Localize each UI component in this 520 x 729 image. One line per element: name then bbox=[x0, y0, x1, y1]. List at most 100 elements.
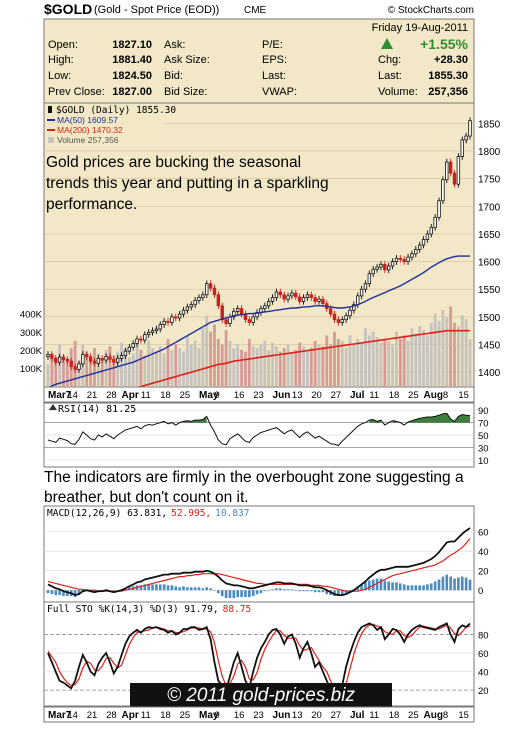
volume-bar bbox=[139, 349, 143, 386]
volume-bar bbox=[445, 317, 449, 386]
volume-bar bbox=[367, 335, 371, 386]
last-value: 1855.30 bbox=[428, 70, 468, 82]
volume-bar bbox=[104, 349, 108, 386]
macd-tick-label: 0 bbox=[478, 586, 483, 597]
legend-price: $GOLD (Daily) 1855.30 bbox=[56, 105, 176, 116]
volume-bar bbox=[352, 344, 356, 386]
volume-bar bbox=[426, 335, 429, 386]
macd-hist-bar bbox=[387, 581, 390, 591]
volume-bar bbox=[402, 335, 406, 386]
candle-body bbox=[460, 139, 464, 157]
volume-bar bbox=[429, 322, 433, 386]
main-annotation-box: Gold prices are bucking the seasonal tre… bbox=[46, 154, 329, 213]
candle-body bbox=[421, 239, 426, 246]
macd-hist-bar bbox=[298, 590, 301, 592]
volume-bar bbox=[178, 348, 182, 386]
macd-hist-bar bbox=[263, 590, 267, 592]
x-axis-label: Mar7 bbox=[48, 390, 72, 401]
macd-hist-bar bbox=[406, 585, 410, 591]
x-axis-label: Jun bbox=[273, 390, 291, 401]
candle-body bbox=[263, 305, 267, 309]
candle-body bbox=[119, 355, 124, 359]
macd-hist-bar bbox=[259, 590, 263, 594]
macd-hist-bar bbox=[445, 574, 449, 591]
volume-bar bbox=[395, 331, 398, 386]
volume-bar bbox=[309, 348, 313, 386]
macd-hist-bar bbox=[193, 587, 197, 591]
volume-bar bbox=[290, 353, 294, 386]
volume-bar bbox=[189, 344, 193, 386]
x-axis-label: 8 bbox=[443, 390, 448, 401]
candle-body bbox=[414, 249, 418, 255]
volume-bar bbox=[464, 319, 468, 386]
volume-bar bbox=[364, 328, 367, 386]
volume-bar bbox=[143, 355, 147, 386]
volume-bar bbox=[298, 342, 302, 386]
macd-hist-bar bbox=[402, 584, 406, 591]
volume-bar bbox=[263, 340, 267, 386]
low-label: Low: bbox=[48, 70, 71, 82]
candle-body bbox=[417, 244, 422, 250]
macd-hist-bar bbox=[441, 576, 445, 591]
x-axis-label: 11 bbox=[141, 390, 151, 401]
macd-hist-bar bbox=[62, 590, 65, 597]
candle-body bbox=[77, 363, 81, 370]
symbol-description: (Gold - Spot Price (EOD)) bbox=[94, 4, 219, 16]
volume-bar bbox=[317, 344, 321, 386]
candle-body bbox=[50, 354, 54, 359]
candle-body bbox=[282, 294, 286, 300]
macd-hist-bar bbox=[178, 587, 181, 591]
candle-body bbox=[131, 343, 135, 348]
candle-body bbox=[220, 305, 224, 321]
macd-hist-bar bbox=[418, 585, 421, 591]
x-axis-bar-bottom bbox=[43, 706, 475, 723]
volume-bar bbox=[383, 339, 387, 386]
candle-body bbox=[286, 295, 290, 300]
macd-hist-bar bbox=[267, 590, 270, 591]
candle-body bbox=[468, 120, 472, 137]
candle-body bbox=[332, 313, 337, 321]
x-axis-label: Mar7 bbox=[48, 710, 72, 721]
candle-body bbox=[162, 320, 166, 326]
volume-bar bbox=[247, 339, 251, 386]
macd-hist-bar bbox=[460, 576, 464, 591]
volume-bar bbox=[437, 320, 441, 386]
candle-body bbox=[46, 354, 50, 358]
quote-box: Friday 19-Aug-2011 +1.55% Open: 1827.10 … bbox=[43, 18, 475, 104]
volume-bar bbox=[398, 339, 402, 386]
exchange-label: CME bbox=[244, 5, 267, 16]
macd-hist-bar bbox=[182, 586, 185, 591]
candle-body bbox=[143, 334, 147, 341]
x-axis-label: 11 bbox=[141, 710, 151, 721]
x-axis-label: 13 bbox=[292, 710, 303, 721]
rsi-overbought-fill bbox=[164, 413, 470, 423]
macd-hist-bar bbox=[340, 590, 344, 596]
sto-label-main: Full STO %K(14,3) %D(3) 91.79, bbox=[47, 604, 219, 615]
macd-hist-bar bbox=[158, 584, 162, 591]
macd-hist-bar bbox=[271, 589, 274, 591]
chg-value: +28.30 bbox=[434, 54, 468, 66]
watermark-bg bbox=[130, 683, 392, 707]
low-value: 1824.50 bbox=[112, 70, 152, 82]
rsi-grid bbox=[44, 409, 474, 461]
macd-hist-bar bbox=[306, 590, 309, 592]
macd-hist-bar bbox=[58, 590, 61, 596]
candle-body bbox=[394, 257, 399, 262]
macd-tick-labels: 0 20 40 60 bbox=[478, 528, 489, 598]
volume-bar bbox=[406, 340, 410, 386]
x-axis-label: 21 bbox=[87, 390, 98, 401]
volume-bar bbox=[460, 315, 464, 386]
candle-body bbox=[301, 297, 306, 302]
volume-bar bbox=[166, 339, 170, 386]
candle-body bbox=[104, 356, 108, 361]
watermark: © 2011 gold-prices.biz bbox=[130, 683, 392, 707]
sto-tick-label: 20 bbox=[478, 686, 489, 697]
volume-bar bbox=[155, 351, 158, 386]
candle-body bbox=[456, 156, 461, 185]
watermark-text: © 2011 gold-prices.biz bbox=[167, 685, 355, 706]
candle-body bbox=[340, 319, 344, 323]
candle-body bbox=[88, 356, 93, 362]
candle-body bbox=[139, 338, 143, 341]
macd-hist-bar bbox=[143, 584, 147, 591]
